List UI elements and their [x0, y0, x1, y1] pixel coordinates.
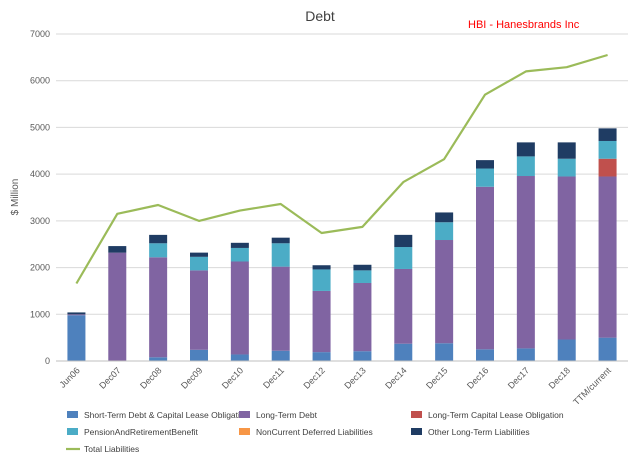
bar-segment — [435, 212, 454, 223]
x-tick-label: Dec13 — [342, 365, 367, 390]
bar-segment — [190, 252, 208, 257]
bar-segment — [190, 349, 208, 361]
bar-segment — [312, 352, 331, 361]
bar-segment — [353, 282, 372, 352]
legend-label: Total Liabilities — [84, 444, 139, 454]
bar-segment — [394, 247, 413, 269]
x-tick-label: Jun06 — [57, 365, 81, 389]
bar-segment — [476, 160, 494, 169]
y-axis-label: $ Million — [10, 179, 21, 216]
bar-segment — [312, 269, 331, 291]
legend-label: Long-Term Debt — [256, 410, 318, 420]
bar-segment — [598, 337, 617, 361]
x-tick-label: Dec10 — [220, 365, 245, 390]
bar-segment — [557, 158, 576, 177]
x-tick-label: Dec12 — [302, 365, 327, 390]
bar-segment — [435, 222, 454, 241]
bar-segment — [271, 350, 290, 361]
company-annotation: HBI - Hanesbrands Inc — [468, 19, 580, 31]
bar-segment — [353, 264, 372, 271]
bar-segment — [271, 237, 290, 244]
bar-segment — [394, 343, 413, 361]
bar-segment — [557, 142, 576, 159]
bar-segment — [230, 242, 249, 248]
bar-segment — [149, 243, 168, 258]
bar-segment — [149, 257, 168, 358]
bar-layer — [67, 128, 617, 361]
bar-segment — [516, 142, 535, 157]
bar-segment — [435, 343, 454, 361]
x-tick-label: Dec16 — [465, 365, 490, 390]
bar-segment — [353, 351, 372, 361]
y-tick-label: 4000 — [30, 169, 50, 179]
bar-segment — [598, 158, 617, 177]
y-tick-label: 3000 — [30, 216, 50, 226]
y-tick-label: 6000 — [30, 76, 50, 86]
legend-swatch — [67, 411, 78, 418]
bar-segment — [108, 246, 127, 253]
y-tick-label: 0 — [45, 356, 50, 366]
legend-swatch — [67, 428, 78, 435]
bar-segment — [476, 186, 494, 350]
bar-segment — [149, 234, 168, 244]
x-tick-label: Dec11 — [261, 365, 286, 390]
bar-segment — [312, 265, 331, 270]
bar-segment — [516, 348, 535, 361]
total-liabilities-line — [75, 53, 608, 285]
bar-segment — [271, 243, 290, 267]
bar-segment — [190, 270, 208, 350]
y-tick-label: 7000 — [30, 29, 50, 39]
bar-segment — [557, 176, 576, 340]
bar-segment — [516, 156, 535, 177]
x-tick-label: Dec14 — [383, 365, 408, 390]
y-tick-label: 2000 — [30, 263, 50, 273]
legend-label: NonCurrent Deferred Liabilities — [256, 427, 373, 437]
x-tick-label: TTM/current — [571, 365, 613, 407]
legend-label: Other Long-Term Liabilities — [428, 427, 530, 437]
bar-segment — [516, 176, 535, 349]
x-tick-label: Dec09 — [179, 365, 204, 390]
grid-layer — [56, 33, 628, 362]
bar-segment — [67, 312, 86, 315]
chart-title: Debt — [305, 8, 335, 24]
bar-segment — [108, 252, 127, 361]
legend-swatch — [239, 428, 250, 435]
bar-segment — [598, 176, 617, 338]
legend-label: PensionAndRetirementBenefit — [84, 427, 199, 437]
bar-segment — [190, 256, 208, 271]
bar-segment — [394, 268, 413, 344]
legend-swatch — [239, 411, 250, 418]
legend-label: Short-Term Debt & Capital Lease Obligati… — [84, 410, 250, 420]
legend-label: Long-Term Capital Lease Obligation — [428, 410, 564, 420]
x-tick-label: Dec07 — [97, 365, 122, 390]
y-tick-label: 5000 — [30, 122, 50, 132]
bar-segment — [230, 247, 249, 262]
bar-segment — [271, 266, 290, 351]
bar-segment — [557, 339, 576, 361]
bar-segment — [353, 270, 372, 283]
bar-segment — [67, 314, 86, 316]
bar-segment — [230, 354, 249, 361]
bar-segment — [598, 128, 617, 141]
x-tick-label: Dec18 — [547, 365, 572, 390]
y-tick-label: 1000 — [30, 309, 50, 319]
bar-segment — [149, 357, 168, 361]
x-tick-label: Dec15 — [424, 365, 449, 390]
bar-segment — [230, 261, 249, 355]
legend: Short-Term Debt & Capital Lease Obligati… — [66, 410, 564, 454]
bar-segment — [394, 234, 413, 248]
x-tick-label: Dec08 — [138, 365, 163, 390]
x-tick-label: Dec17 — [506, 365, 531, 390]
bar-segment — [435, 240, 454, 344]
line-layer — [75, 53, 608, 285]
legend-swatch — [411, 428, 422, 435]
bar-segment — [476, 168, 494, 187]
bar-segment — [67, 315, 86, 361]
bar-segment — [312, 290, 331, 353]
bar-segment — [476, 349, 494, 361]
legend-swatch — [411, 411, 422, 418]
bar-segment — [598, 140, 617, 159]
